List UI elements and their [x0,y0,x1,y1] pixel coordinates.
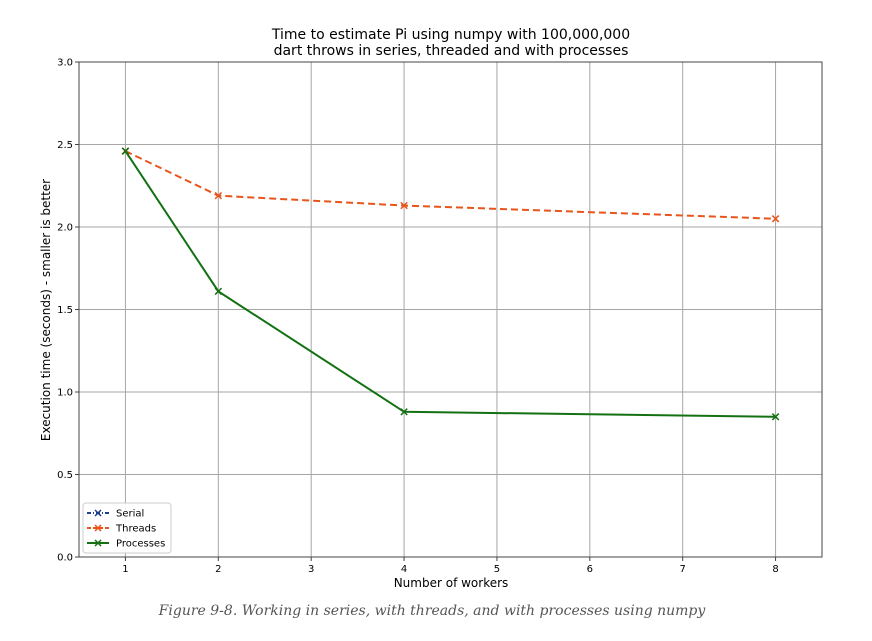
x-tick-label: 4 [401,564,407,575]
threads-series-line [125,151,775,219]
x-tick-label: 8 [772,564,778,575]
x-axis-label: Number of workers [394,576,509,590]
y-axis-ticks: 0.0 0.5 1.0 1.5 2.0 2.5 3.0 [57,58,79,564]
x-tick-label: 3 [308,564,314,575]
gridlines [79,62,822,557]
legend-label-serial: Serial [116,509,144,520]
y-tick-label: 2.0 [57,223,73,234]
chart-title-line-1: Time to estimate Pi using numpy with 100… [271,27,630,43]
x-tick-label: 1 [122,564,128,575]
line-chart: Time to estimate Pi using numpy with 100… [0,0,872,600]
legend-label-processes: Processes [116,539,165,550]
processes-series-line [125,151,775,417]
y-tick-label: 0.5 [57,470,73,481]
x-tick-label: 2 [215,564,221,575]
x-tick-label: 6 [587,564,593,575]
x-tick-label: 7 [680,564,686,575]
x-axis-ticks: 1 2 3 4 5 6 7 8 [122,557,779,575]
y-tick-label: 1.0 [57,388,73,399]
legend: Serial Threads Processes [83,503,171,553]
y-tick-label: 2.5 [57,140,73,151]
chart-title-line-2: dart throws in series, threaded and with… [274,43,629,59]
y-tick-label: 0.0 [57,553,73,564]
y-axis-label: Execution time (seconds) - smaller is be… [39,179,53,441]
figure-caption: Figure 9-8. Working in series, with thre… [0,603,864,619]
y-tick-label: 3.0 [57,58,73,69]
x-tick-label: 5 [494,564,500,575]
legend-label-threads: Threads [115,524,156,535]
series-group [122,148,779,420]
y-tick-label: 1.5 [57,305,73,316]
